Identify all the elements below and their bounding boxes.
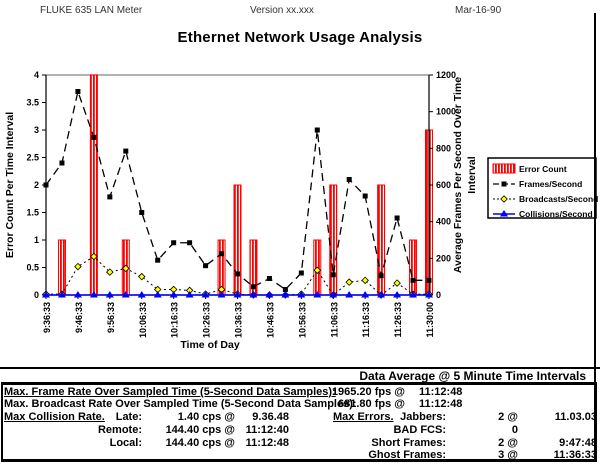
svg-text:10:06:33: 10:06:33 (138, 302, 148, 338)
svg-text:10:26:33: 10:26:33 (202, 302, 212, 338)
svg-text:2: 2 (34, 180, 39, 190)
svg-text:600: 600 (436, 180, 451, 190)
svg-text:10:16:33: 10:16:33 (170, 302, 180, 338)
svg-text:3: 3 (34, 125, 39, 135)
page-right-border (594, 13, 596, 462)
svg-text:10:56:33: 10:56:33 (297, 302, 307, 338)
collision-local-label: Local: (109, 437, 142, 449)
svg-text:9:46:33: 9:46:33 (74, 302, 84, 333)
svg-text:800: 800 (436, 143, 451, 153)
errors-jabbers-label: Jabbers: (400, 411, 446, 423)
page-title: Ethernet Network Usage Analysis (177, 29, 423, 46)
svg-text:400: 400 (436, 217, 451, 227)
collision-remote-time: 11:12:40 (245, 424, 289, 436)
svg-text:9:36:33: 9:36:33 (42, 302, 52, 333)
collision-late-label: Late: (115, 411, 142, 423)
data-average-note: Data Average @ 5 Minute Time Intervals (359, 369, 586, 383)
svg-text:11:26:33: 11:26:33 (393, 302, 403, 338)
svg-text:Error Count Per Time Interval: Error Count Per Time Interval (4, 112, 16, 258)
collision-remote-value: 144.40 cps @ (165, 424, 235, 436)
max-broadcast-rate-value: 681.80 fps @ (338, 398, 405, 410)
svg-text:200: 200 (436, 253, 451, 263)
svg-text:1200: 1200 (436, 70, 456, 80)
chart-legend: Error Count Frames/Second Broadcasts/Secon… (487, 157, 598, 219)
svg-text:2.5: 2.5 (26, 153, 39, 163)
max-frame-rate-label: Max. Frame Rate Over Sampled Time (5-Sec… (4, 386, 336, 398)
horizontal-divider (0, 367, 600, 369)
svg-text:11:30:00: 11:30:00 (425, 302, 435, 338)
collision-local-value: 144.40 cps @ (165, 437, 235, 449)
report-date: Mar-16-90 (455, 5, 502, 16)
device-name: FLUKE 635 LAN Meter (40, 5, 143, 16)
svg-text:Time of Day: Time of Day (180, 339, 239, 351)
svg-text:11:06:33: 11:06:33 (329, 302, 339, 338)
errors-ghost-frames-value: 3 @ (498, 449, 518, 461)
collision-late-value: 1.40 cps @ (177, 411, 235, 423)
svg-text:0: 0 (436, 290, 441, 300)
collision-late-time: 9.36.48 (252, 411, 289, 423)
max-broadcast-rate-time: 11:12:48 (419, 398, 463, 410)
errors-jabbers-value: 2 @ (498, 411, 518, 423)
errors-badfcs-value: 0 (511, 424, 518, 436)
svg-text:10:36:33: 10:36:33 (234, 302, 244, 338)
usage-chart: 0 0.5 1 1.5 2 2.5 3 3.5 4 0 200 400 600 800 1000 1200 9:… (4, 70, 598, 351)
max-errors-title: Max Errors. (333, 411, 394, 423)
errors-short-frames-label: Short Frames: (371, 437, 446, 449)
max-frame-rate-value: 1965.20 fps @ (331, 386, 405, 398)
svg-text:Interval: Interval (466, 156, 478, 193)
svg-text:1.5: 1.5 (26, 208, 39, 218)
svg-text:Average Frames Per Second Over: Average Frames Per Second Over Time (452, 77, 464, 273)
svg-text:1: 1 (34, 235, 39, 245)
svg-text:Collisions/Second: Collisions/Second (519, 209, 593, 219)
svg-text:1000: 1000 (436, 107, 456, 117)
svg-text:3.5: 3.5 (26, 98, 39, 108)
stats-table-frame (1, 382, 597, 462)
svg-text:Broadcasts/Second: Broadcasts/Second (519, 194, 598, 204)
svg-text:0.5: 0.5 (26, 263, 39, 273)
svg-text:Frames/Second: Frames/Second (519, 179, 582, 189)
svg-text:11:16:33: 11:16:33 (361, 302, 371, 338)
errors-short-frames-value: 2 @ (498, 437, 518, 449)
errors-jabbers-time: 11.03.03 (554, 411, 597, 423)
errors-ghost-frames-label: Ghost Frames: (368, 449, 446, 461)
collision-remote-label: Remote: (97, 424, 142, 436)
svg-text:10:46:33: 10:46:33 (265, 302, 275, 338)
collision-local-time: 11:12:48 (245, 437, 289, 449)
svg-text:4: 4 (34, 70, 39, 80)
errors-short-frames-time: 9:47:48 (559, 437, 597, 449)
errors-badfcs-label: BAD FCS: (393, 424, 446, 436)
errors-ghost-frames-time: 11:36:33 (553, 449, 597, 461)
svg-text:0: 0 (34, 290, 39, 300)
svg-text:Error Count: Error Count (519, 164, 567, 174)
max-collision-rate-title: Max Collision Rate. (4, 411, 105, 423)
series-collisions-per-second (42, 291, 433, 298)
max-frame-rate-time: 11:12:48 (419, 386, 463, 398)
svg-text:9:56:33: 9:56:33 (106, 302, 116, 333)
series-frames-per-second (43, 89, 432, 292)
version-label: Version xx.xxx (250, 5, 314, 16)
max-broadcast-rate-label: Max. Broadcast Rate Over Sampled Time (5… (4, 398, 357, 410)
